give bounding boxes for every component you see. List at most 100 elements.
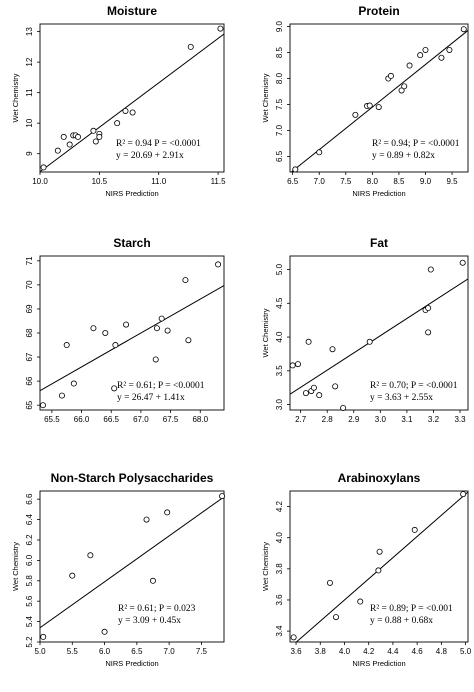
x-tick-label: 67.5 xyxy=(163,415,179,424)
data-point xyxy=(290,634,297,641)
x-tick-label: 10.0 xyxy=(32,177,48,186)
data-point xyxy=(90,127,97,134)
data-point xyxy=(219,493,226,500)
x-tick-label: 4.2 xyxy=(363,647,375,656)
data-point xyxy=(401,83,408,90)
y-axis-label: Wet Chemistry xyxy=(261,73,270,122)
x-tick-label: 7.0 xyxy=(164,647,176,656)
y-tick-label: 10 xyxy=(25,118,34,127)
y-tick-label: 3.8 xyxy=(275,563,284,575)
data-point xyxy=(69,572,76,579)
data-point xyxy=(446,46,453,53)
data-point xyxy=(340,404,347,411)
y-tick-label: 8.0 xyxy=(275,72,284,84)
x-tick-label: 2.8 xyxy=(322,415,334,424)
y-tick-label: 66 xyxy=(25,376,34,385)
data-point xyxy=(40,164,47,171)
x-tick-label: 10.5 xyxy=(92,177,108,186)
y-tick-label: 68 xyxy=(25,328,34,337)
data-point xyxy=(411,526,418,533)
data-point xyxy=(158,315,165,322)
x-tick-label: 6.0 xyxy=(99,647,111,656)
y-tick-label: 5.2 xyxy=(25,636,34,648)
y-axis-label: Wet Chemistry xyxy=(261,542,270,591)
x-tick-label: 3.1 xyxy=(401,415,413,424)
data-point xyxy=(332,383,339,390)
stats-annotation: y = 3.09 + 0.45x xyxy=(118,616,181,626)
y-tick-label: 4.0 xyxy=(275,532,284,544)
data-point xyxy=(111,385,118,392)
y-tick-label: 4.0 xyxy=(275,331,284,343)
x-tick-label: 3.0 xyxy=(375,415,387,424)
y-tick-label: 9.0 xyxy=(275,20,284,32)
plot-frame xyxy=(39,490,225,643)
y-tick-label: 4.2 xyxy=(275,500,284,512)
data-point xyxy=(215,261,222,268)
data-point xyxy=(294,361,301,368)
y-tick-label: 69 xyxy=(25,304,34,313)
data-point xyxy=(417,52,424,59)
data-point xyxy=(425,305,432,312)
data-point xyxy=(375,104,382,111)
y-tick-label: 6.6 xyxy=(25,493,34,505)
plot-frame xyxy=(39,23,225,173)
data-point xyxy=(40,633,47,640)
x-tick-label: 3.2 xyxy=(428,415,440,424)
data-point xyxy=(366,338,373,345)
data-point xyxy=(427,266,434,273)
data-point xyxy=(289,362,296,369)
chart-panel: Non-Starch Polysaccharides 5.0 5.5 6.0 6.5 7.… xyxy=(11,471,226,668)
y-tick-label: 67 xyxy=(25,352,34,361)
data-point xyxy=(123,321,130,328)
data-point xyxy=(305,338,312,345)
x-tick-label: 65.5 xyxy=(44,415,60,424)
data-point xyxy=(101,628,108,635)
data-point xyxy=(114,120,121,127)
data-point xyxy=(460,26,467,33)
chart-panel: Protein 6.5 7.0 7.5 8.0 8.5 9.0 9.5 6.5 7.0 7.5 8.0… xyxy=(261,4,469,198)
data-point xyxy=(66,141,73,148)
data-point xyxy=(217,25,224,32)
data-point xyxy=(96,133,103,140)
data-point xyxy=(438,54,445,61)
data-point xyxy=(152,356,159,363)
x-tick-label: 4.8 xyxy=(436,647,448,656)
data-point xyxy=(39,402,46,409)
x-axis-label: NIRS Prediction xyxy=(352,189,405,198)
stats-annotation: R² = 0.89; P = <0.001 xyxy=(370,604,453,614)
x-tick-label: 11.5 xyxy=(211,177,227,186)
plot-frame xyxy=(289,255,469,411)
data-point xyxy=(164,327,171,334)
chart-title: Arabinoxylans xyxy=(338,471,421,485)
y-tick-label: 65 xyxy=(25,400,34,409)
y-tick-label: 3.4 xyxy=(275,625,284,637)
data-point xyxy=(143,516,150,523)
data-point xyxy=(122,107,129,114)
x-tick-label: 66.5 xyxy=(103,415,119,424)
stats-annotation: y = 20.69 + 2.91x xyxy=(116,151,184,161)
y-tick-label: 11 xyxy=(25,88,34,97)
chart-panel: Starch 65.5 66.0 66.5 67.0 67.5 68.0 65 66 67 68 69… xyxy=(25,236,225,424)
y-tick-label: 6.2 xyxy=(25,534,34,546)
chart-title: Starch xyxy=(113,236,150,250)
data-point xyxy=(375,567,382,574)
data-point xyxy=(164,509,171,516)
data-point xyxy=(87,552,94,559)
chart-title: Moisture xyxy=(107,4,157,18)
y-axis-label: Wet Chemistry xyxy=(261,308,270,357)
regression-line xyxy=(40,285,224,392)
x-tick-label: 9.5 xyxy=(446,177,458,186)
plot-frame xyxy=(289,23,469,173)
data-point xyxy=(153,325,160,332)
x-tick-label: 8.0 xyxy=(367,177,379,186)
x-tick-label: 11.0 xyxy=(151,177,167,186)
y-tick-label: 13 xyxy=(25,27,34,36)
x-tick-label: 7.5 xyxy=(196,647,208,656)
data-point xyxy=(302,390,309,397)
data-point xyxy=(54,147,61,154)
chart-panel: Fat 2.7 2.8 2.9 3.0 3.1 3.2 3.3 3.0 3.5 4.0 4.5 5.0 W… xyxy=(261,236,469,424)
x-tick-label: 5.0 xyxy=(460,647,472,656)
y-tick-label: 6.5 xyxy=(275,150,284,162)
data-point xyxy=(187,43,194,50)
data-point xyxy=(425,329,432,336)
